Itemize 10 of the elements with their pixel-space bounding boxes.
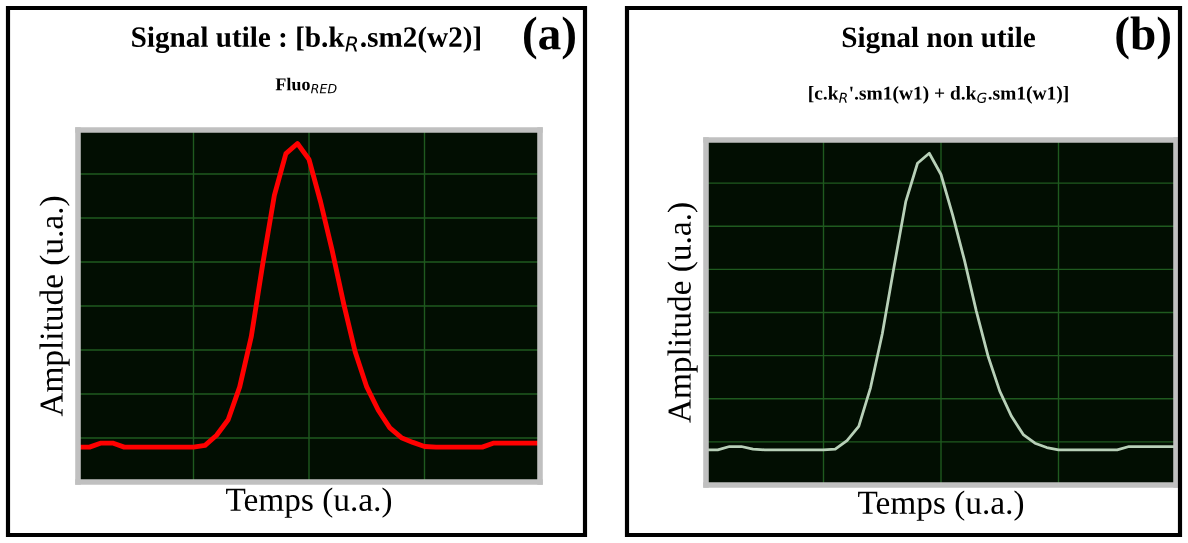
chart-subtitle: [c.k$_{R}$'.sm1(w1) + d.k$_{G}$.sm1(w1)]: [809, 86, 1068, 104]
chart-title: Signal utile : [b.k$_{R}$.sm2(w2)]: [132, 26, 480, 54]
text: (b): [1116, 16, 1170, 60]
y-axis-title: Amplitude (u.a.): [667, 203, 698, 423]
x-axis-title: Temps (u.a.): [858, 490, 1024, 521]
text: (a): [524, 16, 575, 60]
chart-subtitle: Fluo$_{RED}$: [275, 77, 337, 94]
x-axis-title: Temps (u.a.): [226, 487, 392, 518]
chart-title: Signal non utile: [842, 26, 1036, 54]
y-axis-title: Amplitude (u.a.): [39, 196, 70, 417]
